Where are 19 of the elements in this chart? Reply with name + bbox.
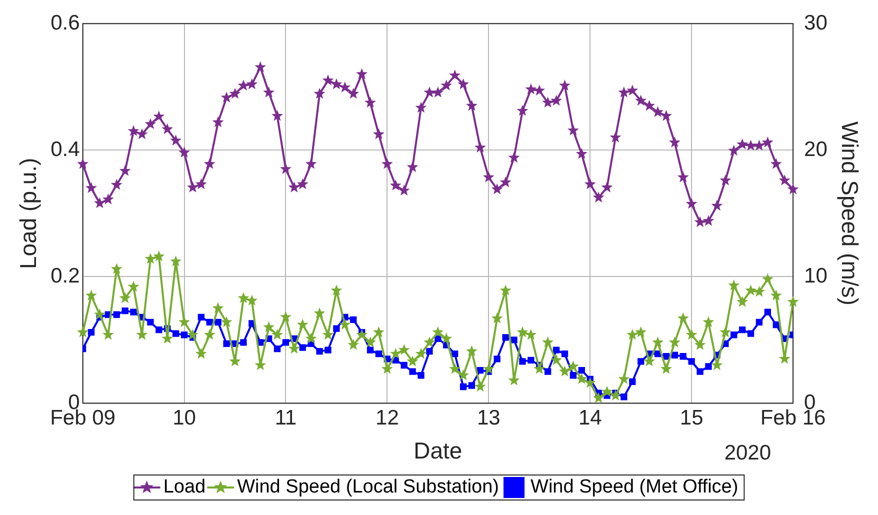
- x-tick-label: 10: [172, 406, 196, 430]
- x-axis-title: Date: [414, 438, 462, 464]
- y-tick-label: 0.4: [50, 138, 80, 161]
- y-tick-label: 0.6: [50, 11, 80, 34]
- legend-label: Load: [163, 476, 206, 498]
- x-tick-label: 13: [476, 406, 500, 430]
- y2-axis-title: Wind Speed (m/s): [836, 121, 863, 306]
- y2-tick-label: 10: [804, 264, 828, 288]
- legend-label: Wind Speed (Met Office): [530, 476, 738, 498]
- x-tick-label: 12: [376, 406, 399, 430]
- x-tick-label: 11: [274, 406, 297, 430]
- legend-label: Wind Speed (Local Substation): [237, 476, 500, 498]
- y-axis-title: Load (p.u.): [15, 158, 42, 270]
- x-tick-label: 14: [578, 406, 602, 430]
- y2-tick-label: 20: [804, 138, 828, 161]
- y-tick-label: 0.2: [50, 264, 80, 288]
- text: 2020: [724, 441, 772, 464]
- x-tick-label: 15: [680, 406, 704, 430]
- y2-tick-label: 30: [804, 11, 828, 34]
